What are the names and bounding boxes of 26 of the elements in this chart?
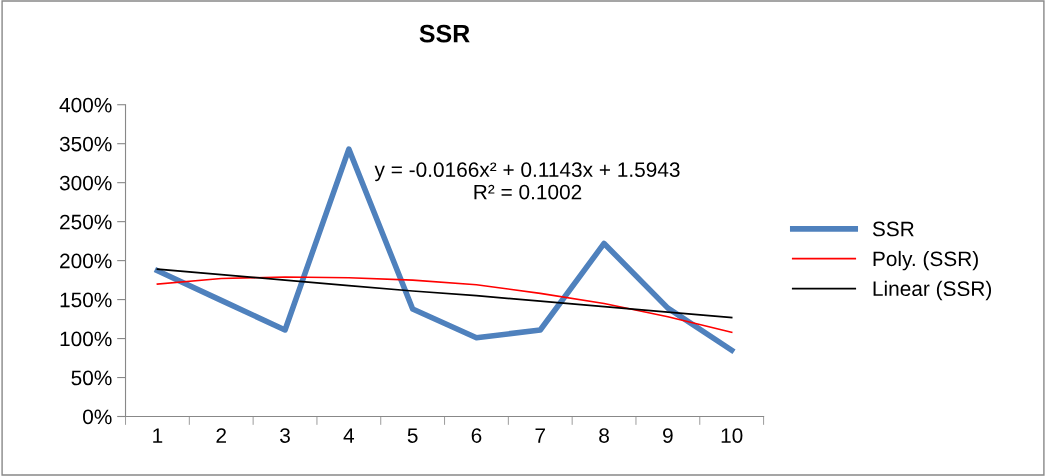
x-tick-label: 4 xyxy=(343,428,355,443)
line-series xyxy=(156,268,733,319)
x-tick-label: 2 xyxy=(216,428,226,443)
legend-label: SSR xyxy=(872,221,914,237)
y-tick-label: 100% xyxy=(60,331,112,347)
x-tick-label: 3 xyxy=(280,428,290,443)
x-tick-label: 10 xyxy=(721,428,743,443)
x-tick-label: 7 xyxy=(535,428,546,443)
y-tick-label: 250% xyxy=(60,214,112,230)
y-tick-label: 0% xyxy=(83,409,112,425)
x-tick-label: 6 xyxy=(471,428,482,443)
y-tick-label: 50% xyxy=(71,370,112,386)
y-tick-label: 400% xyxy=(59,97,112,113)
x-tick-label: 1 xyxy=(153,428,163,443)
y-tick-label: 300% xyxy=(59,175,112,191)
x-tick-label: 8 xyxy=(599,428,609,443)
chart-title: SSR xyxy=(419,24,470,43)
line-series xyxy=(156,276,733,334)
y-tick-label: 350% xyxy=(59,136,112,152)
annotation: y = -0.0166x² + 0.1143x + 1.5943 R² = 0.1002 xyxy=(374,162,680,200)
y-tick-label: 200% xyxy=(60,253,112,269)
x-tick-label: 5 xyxy=(407,428,418,443)
y-tick-label: 150% xyxy=(60,292,112,308)
legend-label: Poly. (SSR) xyxy=(873,250,978,271)
x-tick-label: 9 xyxy=(663,428,673,443)
legend-label: Linear (SSR) xyxy=(873,280,992,301)
